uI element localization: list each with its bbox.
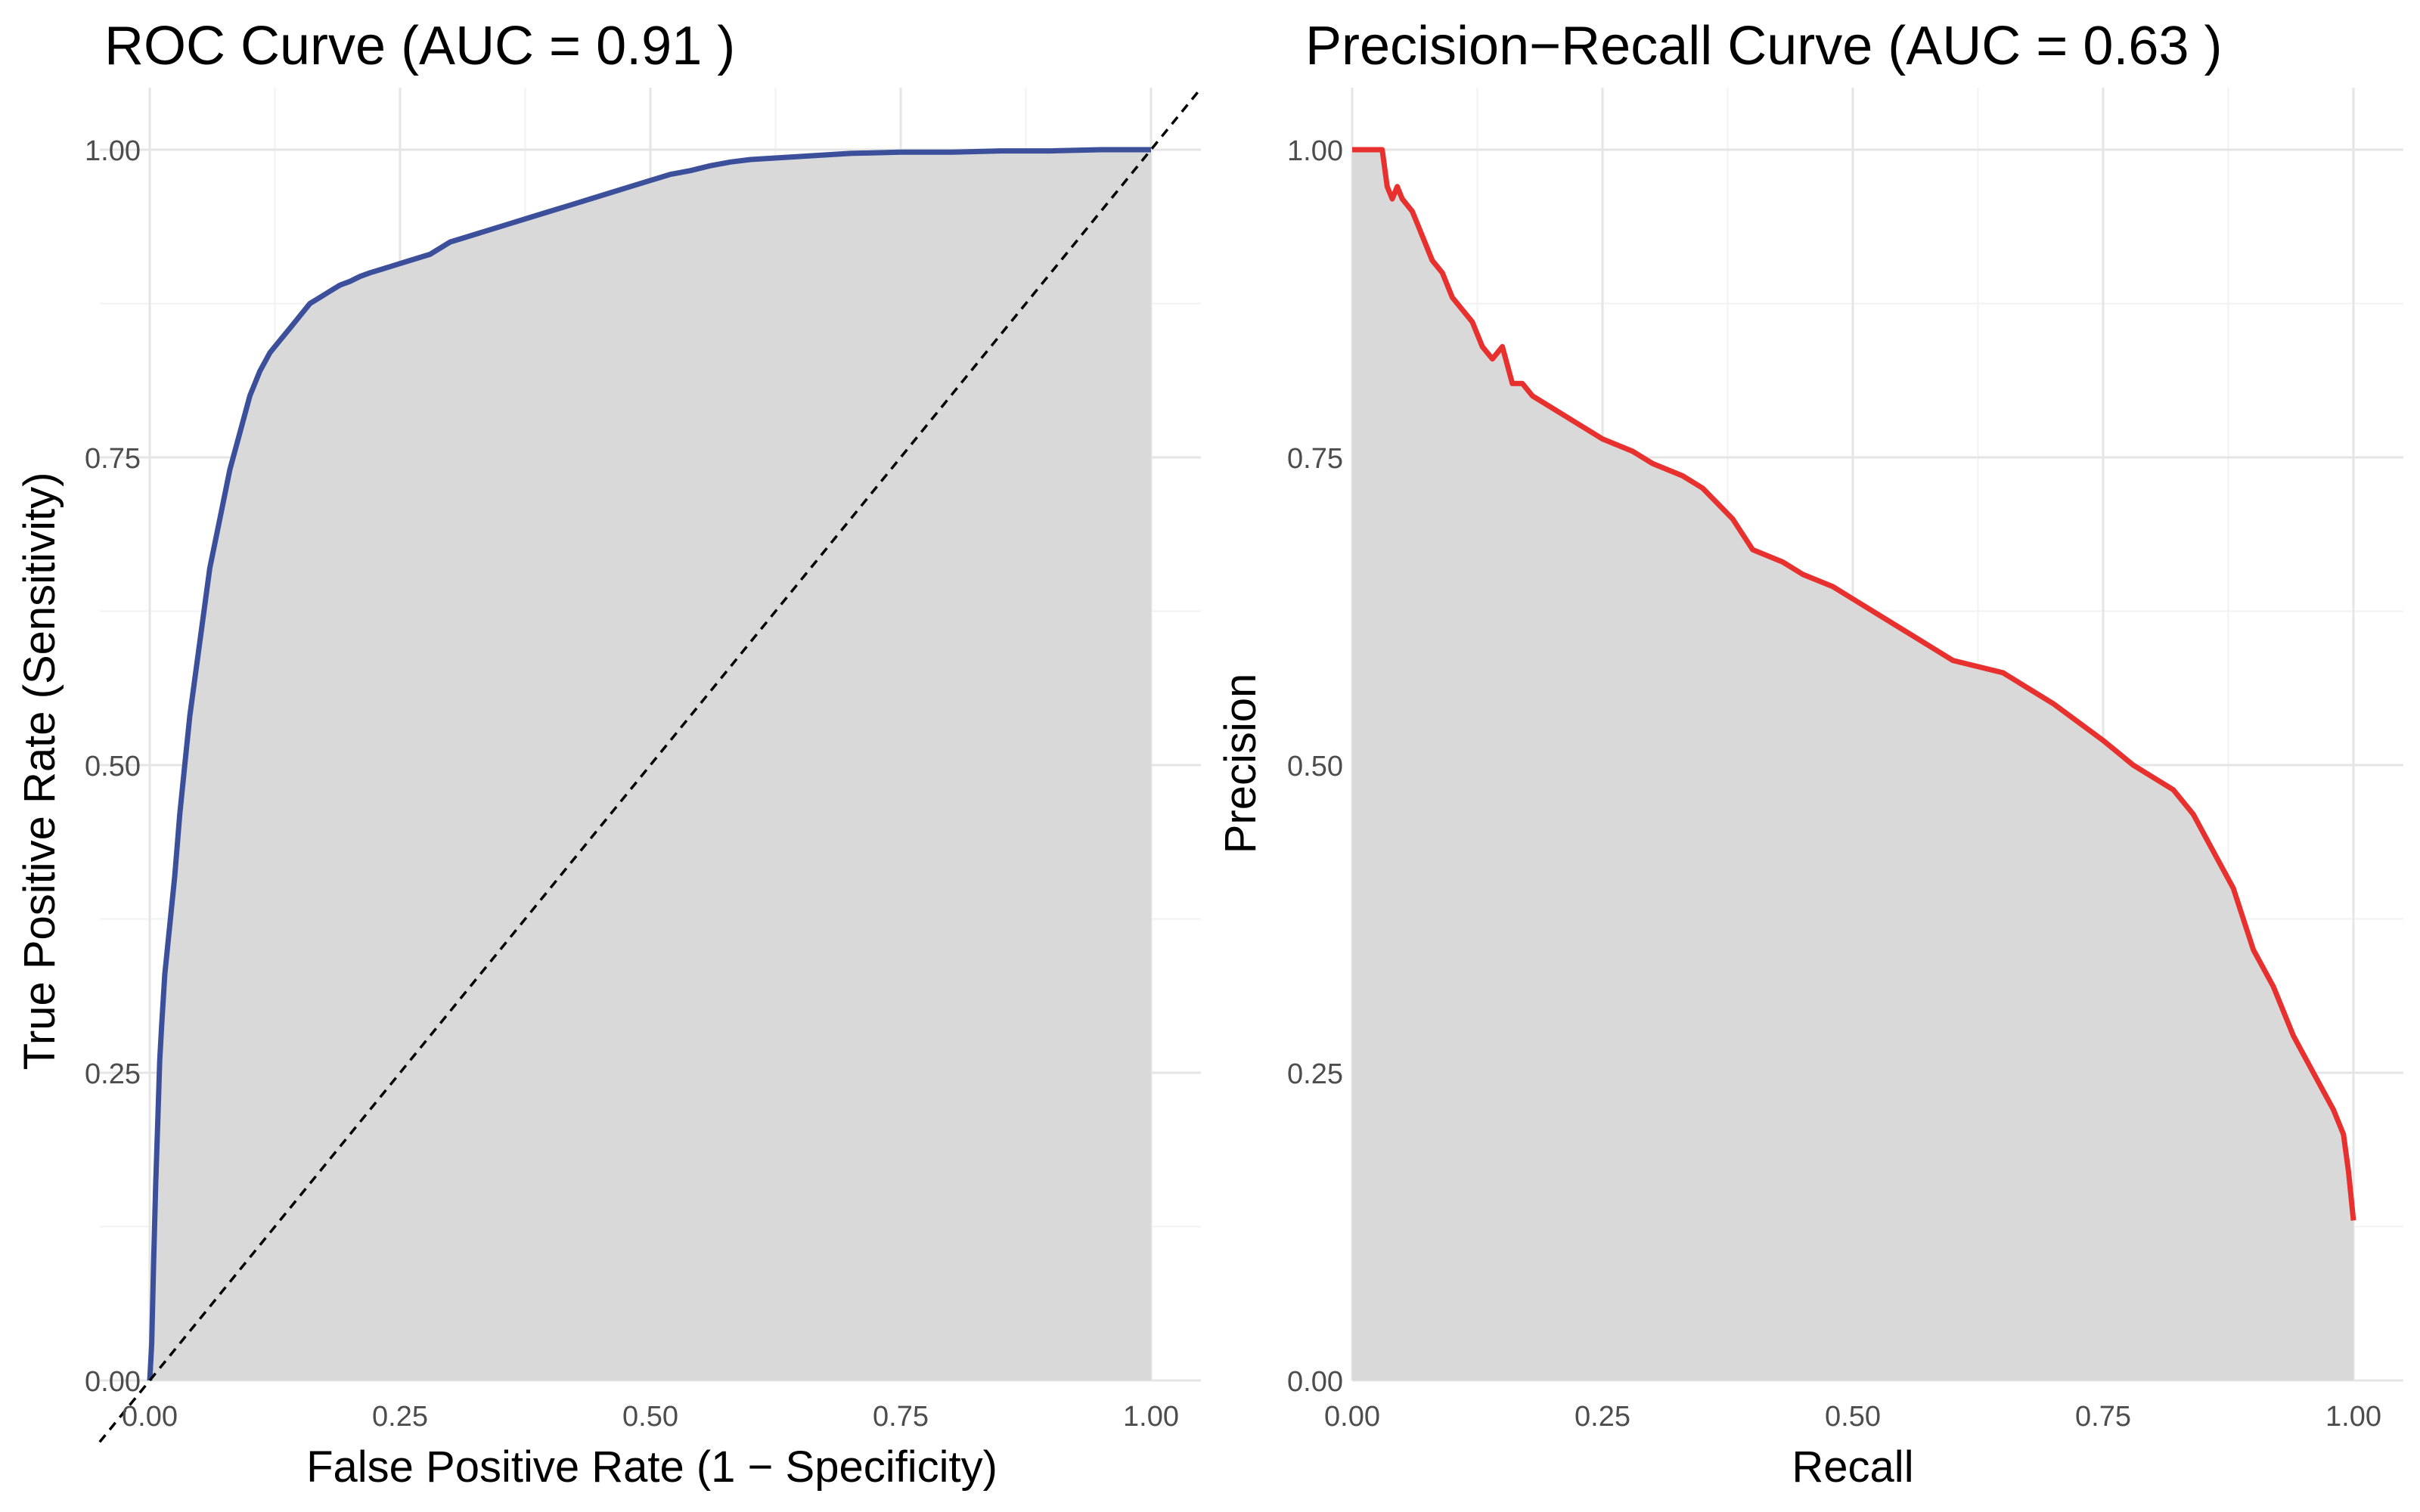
roc-y-tick-label: 0.25 (85, 1058, 141, 1090)
roc-reference-diagonal (98, 87, 1202, 1443)
roc-y-tick-label: 0.50 (85, 751, 141, 782)
roc-x-tick-labels: 0.00 0.25 0.50 0.75 1.00 (122, 1401, 1179, 1433)
pr-y-axis-label: Precision (1216, 674, 1265, 854)
pr-x-tick-label: 0.25 (1575, 1401, 1630, 1433)
roc-x-tick-label: 0.75 (873, 1401, 929, 1433)
pr-y-tick-label: 0.00 (1287, 1366, 1343, 1398)
pr-x-tick-label: 1.00 (2325, 1401, 2381, 1433)
pr-chart-panel: Precision−Recall Curve (AUC = 0.63 ) 0.0… (1216, 16, 2403, 1492)
roc-x-tick-label: 1.00 (1123, 1401, 1179, 1433)
roc-area-fill (150, 150, 1151, 1380)
pr-y-tick-label: 0.75 (1287, 443, 1343, 475)
roc-x-tick-label: 0.50 (622, 1401, 678, 1433)
pr-curve-line (1352, 147, 2356, 1221)
roc-y-axis-label: True Positive Rate (Sensitivity) (15, 472, 64, 1070)
roc-x-axis-label: False Positive Rate (1 − Specificity) (306, 1442, 997, 1492)
pr-area-fill (1352, 150, 2353, 1380)
pr-y-tick-label: 0.25 (1287, 1058, 1343, 1090)
roc-y-tick-labels: 0.00 0.25 0.50 0.75 1.00 (85, 135, 141, 1398)
pr-y-tick-label: 1.00 (1287, 135, 1343, 167)
roc-x-tick-label: 0.25 (372, 1401, 428, 1433)
roc-chart-panel: ROC Curve (AUC = 0.91 ) 0.00 0.25 0.50 0.75… (15, 16, 1202, 1492)
pr-chart-title: Precision−Recall Curve (AUC = 0.63 ) (1305, 16, 2222, 76)
pr-x-axis-label: Recall (1792, 1442, 1913, 1492)
pr-x-tick-labels: 0.00 0.25 0.50 0.75 1.00 (1324, 1401, 2381, 1433)
roc-x-tick-label: 0.00 (122, 1401, 178, 1433)
pr-y-tick-labels: 0.00 0.25 0.50 0.75 1.00 (1287, 135, 1343, 1398)
roc-y-tick-label: 0.00 (85, 1366, 141, 1398)
roc-curve-line (147, 147, 1151, 1381)
roc-y-tick-label: 1.00 (85, 135, 141, 167)
roc-chart-title: ROC Curve (AUC = 0.91 ) (104, 16, 735, 76)
pr-x-tick-label: 0.00 (1324, 1401, 1380, 1433)
pr-x-tick-label: 0.50 (1825, 1401, 1881, 1433)
roc-y-tick-label: 0.75 (85, 443, 141, 475)
pr-y-tick-label: 0.50 (1287, 751, 1343, 782)
pr-x-tick-label: 0.75 (2075, 1401, 2131, 1433)
